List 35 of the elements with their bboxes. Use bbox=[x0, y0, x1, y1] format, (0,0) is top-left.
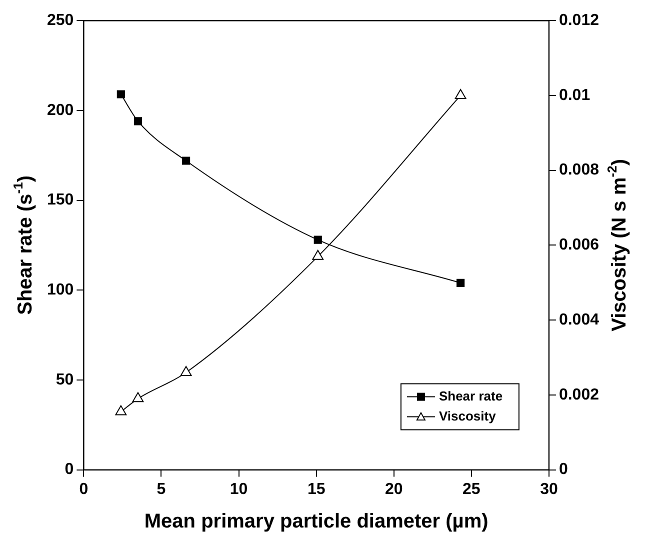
y2-axis-title: Viscosity (N s m-2) bbox=[604, 159, 631, 332]
y-axis-title: Shear rate (s-1) bbox=[10, 175, 37, 315]
x-tick-label: 15 bbox=[307, 480, 326, 498]
legend-label: Shear rate bbox=[438, 388, 503, 404]
y-tick-label: 150 bbox=[46, 192, 74, 209]
x-tick-label: 5 bbox=[156, 480, 166, 498]
point bbox=[456, 278, 465, 287]
x-axis-title: Mean primary particle diameter (µm) bbox=[144, 510, 488, 533]
point bbox=[134, 117, 142, 126]
x-tick-label: 10 bbox=[230, 480, 248, 498]
point bbox=[314, 236, 322, 244]
point bbox=[132, 392, 144, 402]
point bbox=[454, 88, 466, 99]
y2-tick-label: 0.004 bbox=[558, 311, 600, 328]
y-tick-label: 100 bbox=[46, 282, 74, 299]
y2-tick-label: 0.006 bbox=[558, 236, 600, 254]
point bbox=[180, 366, 192, 376]
x-tick-label: 20 bbox=[384, 480, 403, 498]
y-tick-label: 50 bbox=[56, 371, 74, 388]
y2-tick-label: 0 bbox=[558, 461, 568, 478]
y2-tick-label: 0.012 bbox=[558, 12, 600, 30]
y2-tick-label: 0.01 bbox=[558, 86, 590, 104]
point bbox=[115, 405, 127, 416]
x-tick-label: 25 bbox=[462, 480, 480, 498]
y2-tick-label: 0.002 bbox=[558, 386, 600, 404]
point bbox=[312, 250, 324, 260]
point bbox=[182, 156, 190, 165]
y-tick-label: 200 bbox=[46, 102, 74, 119]
y-tick-label: 0 bbox=[64, 461, 74, 478]
x-tick-label: 0 bbox=[79, 480, 88, 498]
y-tick-label: 250 bbox=[46, 12, 74, 30]
y2-tick-label: 0.008 bbox=[558, 162, 600, 179]
point bbox=[116, 90, 125, 98]
legend-label: Viscosity bbox=[438, 408, 497, 424]
x-tick-label: 30 bbox=[540, 480, 558, 498]
